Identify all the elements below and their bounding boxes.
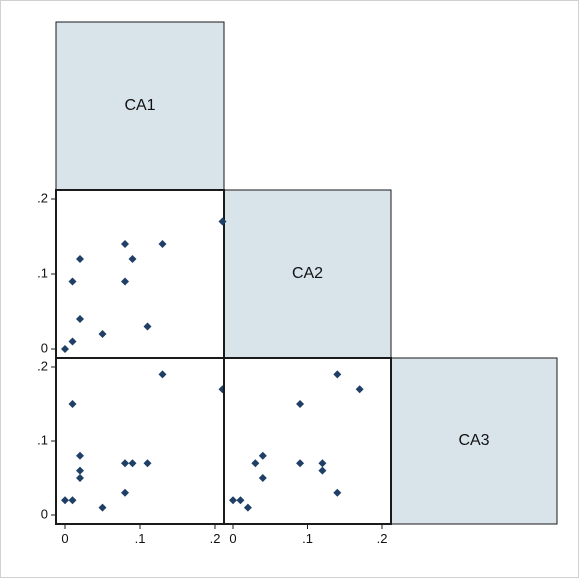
axes: 0 .1 .2 0 .1 .2 0 .1 .2 0 .1 .2 bbox=[37, 190, 387, 546]
x-tick-label: .2 bbox=[210, 531, 221, 546]
y-tick-label: .2 bbox=[37, 190, 48, 205]
data-point bbox=[258, 451, 267, 460]
data-point bbox=[76, 474, 84, 482]
data-point bbox=[229, 496, 237, 505]
data-point bbox=[128, 255, 137, 263]
data-point bbox=[355, 385, 364, 394]
x-tick-label: 0 bbox=[229, 531, 236, 546]
panel-ca3-vs-ca1 bbox=[55, 357, 225, 525]
data-point bbox=[318, 466, 327, 475]
panel-ca2-vs-ca1 bbox=[55, 189, 225, 359]
scatter-panels bbox=[55, 189, 392, 525]
diagonal-panel-ca2 bbox=[223, 189, 392, 359]
data-point bbox=[158, 240, 167, 248]
data-point bbox=[121, 488, 129, 497]
data-point bbox=[98, 503, 107, 512]
data-point bbox=[158, 370, 167, 379]
data-point bbox=[243, 503, 252, 512]
data-point bbox=[251, 459, 260, 468]
y-tick-label: 0 bbox=[41, 340, 48, 355]
data-point bbox=[68, 496, 77, 505]
data-point bbox=[121, 240, 129, 248]
data-point bbox=[236, 496, 245, 505]
y-tick-label: .1 bbox=[37, 265, 48, 280]
variable-label-ca3: CA3 bbox=[458, 432, 489, 449]
x-tick-label: 0 bbox=[61, 531, 68, 546]
panel-ca3-vs-ca2 bbox=[223, 357, 392, 525]
data-point bbox=[121, 277, 129, 286]
x-tick-label: .2 bbox=[377, 531, 388, 546]
variable-label-ca1: CA1 bbox=[124, 97, 155, 114]
data-point bbox=[128, 459, 137, 468]
x-tick-label: .1 bbox=[135, 531, 146, 546]
data-point bbox=[318, 459, 327, 468]
variable-label-ca2: CA2 bbox=[292, 265, 323, 282]
y-tick-label: .1 bbox=[37, 432, 48, 447]
y-tick-label: 0 bbox=[41, 506, 48, 521]
data-point bbox=[296, 400, 305, 408]
x-tick-label: .1 bbox=[302, 531, 313, 546]
data-point bbox=[76, 466, 84, 475]
diagonal-panel-ca1 bbox=[55, 21, 225, 191]
data-point bbox=[76, 451, 84, 460]
data-point bbox=[76, 255, 84, 263]
data-point bbox=[296, 459, 305, 468]
data-point bbox=[333, 370, 342, 379]
diagonal-panel-ca3 bbox=[390, 357, 558, 525]
data-point bbox=[76, 315, 84, 323]
y-tick-label: .2 bbox=[37, 358, 48, 373]
data-point bbox=[121, 459, 129, 468]
data-point bbox=[143, 322, 152, 331]
diagonal-panels: CA1 CA2 CA3 bbox=[55, 21, 558, 525]
data-point bbox=[68, 277, 77, 286]
data-point bbox=[258, 474, 267, 482]
data-point bbox=[68, 400, 77, 408]
data-point bbox=[61, 345, 69, 353]
data-point bbox=[333, 488, 342, 497]
data-point bbox=[218, 217, 227, 226]
data-point bbox=[61, 496, 69, 505]
data-point bbox=[143, 459, 152, 468]
data-point bbox=[98, 330, 107, 338]
data-point bbox=[68, 337, 77, 346]
